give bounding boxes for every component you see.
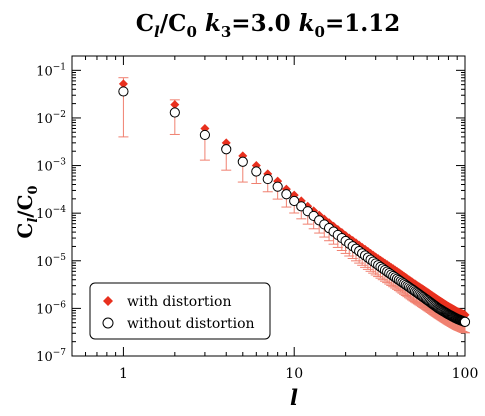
data-point-without-distortion xyxy=(459,316,471,328)
y-tick-base: 10 xyxy=(36,350,53,365)
x-tick-labels: 1 10 100 xyxy=(119,366,478,382)
x-tick-label: 10 xyxy=(285,366,303,382)
y-tick-exponent: −1 xyxy=(53,62,66,72)
data-point-without-distortion xyxy=(272,181,283,192)
series-without-distortion xyxy=(118,86,471,328)
legend-red-diamond-marker xyxy=(103,296,113,306)
data-point-without-distortion xyxy=(251,166,262,177)
x-tick-label: 100 xyxy=(452,366,479,382)
data-point-with-distortion xyxy=(118,79,128,89)
plot-frame xyxy=(71,55,466,357)
legend-box xyxy=(89,282,271,340)
y-tick-exponent: −3 xyxy=(53,158,67,168)
title-c: C xyxy=(136,10,154,37)
data-point-without-distortion xyxy=(289,195,300,207)
y-tick-base: 10 xyxy=(36,207,53,222)
y-tick-exponent: −5 xyxy=(53,253,67,263)
y-tick-label: 10−1 xyxy=(36,62,66,79)
y-tick-base: 10 xyxy=(36,112,53,127)
title-sub-0b: 0 xyxy=(315,23,325,41)
data-point-without-distortion xyxy=(281,189,292,200)
y-axis-label: Cl/C0 xyxy=(13,185,41,238)
y-tick-exponent: −7 xyxy=(53,348,67,358)
data-point-without-distortion xyxy=(118,86,129,97)
y-tick-exponent: −2 xyxy=(53,110,66,120)
title-sub-l: l xyxy=(154,23,160,41)
data-point-with-distortion xyxy=(170,100,180,110)
data-point-without-distortion xyxy=(237,156,248,167)
legend-open-circle-marker xyxy=(102,317,114,329)
title-sub-3: 3 xyxy=(221,23,231,41)
legend-label-with-distortion: with distortion xyxy=(127,294,231,310)
ylabel-c: C xyxy=(13,223,37,239)
data-point-without-distortion xyxy=(262,173,273,185)
y-tick-label: 10−2 xyxy=(36,110,66,127)
title-eq-112: =1.12 xyxy=(325,10,400,37)
title-sub-0: 0 xyxy=(186,23,196,41)
y-tick-label: 10−5 xyxy=(36,253,66,270)
title-k: k xyxy=(205,10,221,37)
y-tick-label: 10−6 xyxy=(36,300,66,317)
legend: with distortion without distortion xyxy=(89,282,271,340)
y-tick-base: 10 xyxy=(36,160,53,175)
ylabel-sub-l: l xyxy=(26,218,41,223)
x-axis-label: l xyxy=(290,385,298,410)
y-tick-base: 10 xyxy=(36,302,53,317)
data-point-without-distortion xyxy=(199,129,211,141)
chart-title: Cl/C0 k3=3.0 k0=1.12 xyxy=(136,10,401,41)
y-tick-labels: 10−110−210−310−410−510−610−7 xyxy=(36,62,66,365)
title-space xyxy=(197,10,205,37)
y-tick-exponent: −6 xyxy=(53,300,67,310)
y-tick-label: 10−3 xyxy=(36,158,66,175)
ylabel-slash-c: /C xyxy=(13,194,37,217)
y-tick-label: 10−4 xyxy=(36,205,66,222)
y-tick-base: 10 xyxy=(36,255,53,270)
legend-label-without-distortion: without distortion xyxy=(127,316,255,332)
y-tick-label: 10−7 xyxy=(36,348,66,365)
title-k0: k xyxy=(299,10,315,37)
title-eq-3: =3.0 xyxy=(231,10,298,37)
data-point-without-distortion xyxy=(169,107,180,118)
y-tick-base: 10 xyxy=(36,64,53,79)
title-slash-c: /C xyxy=(160,10,187,37)
y-tick-exponent: −4 xyxy=(53,205,67,215)
ylabel-sub-0: 0 xyxy=(26,185,41,194)
x-tick-label: 1 xyxy=(119,366,128,382)
data-point-without-distortion xyxy=(221,144,232,155)
